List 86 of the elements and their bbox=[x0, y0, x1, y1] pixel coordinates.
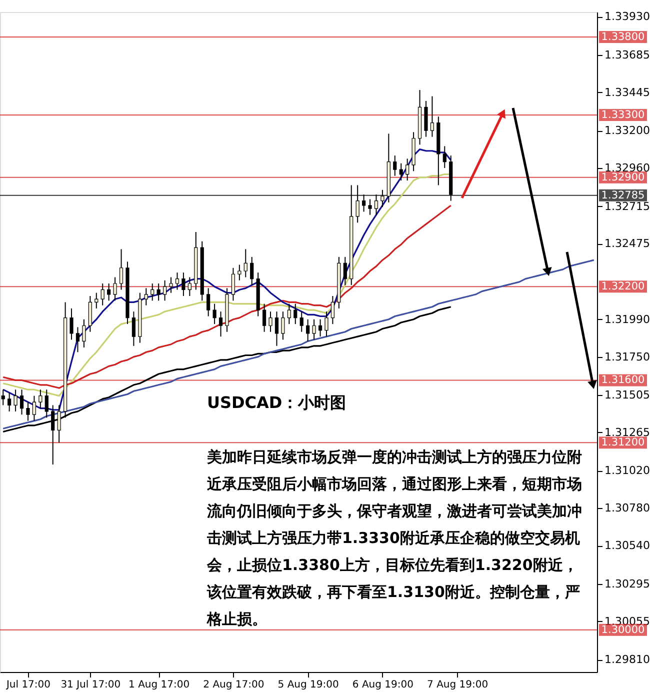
candlestick bbox=[294, 303, 298, 325]
candlestick bbox=[300, 311, 304, 332]
x-tick-label: 6 Aug 19:00 bbox=[352, 680, 414, 690]
candlestick bbox=[20, 389, 24, 416]
ref-line-label: 1.33800 bbox=[601, 30, 645, 43]
x-tick-label: 31 Jul 17:00 bbox=[60, 680, 121, 690]
candlestick bbox=[430, 96, 434, 138]
y-tick-label: 1.31505 bbox=[604, 388, 650, 402]
candlestick bbox=[399, 162, 403, 182]
y-tick-label: 1.31990 bbox=[604, 312, 650, 326]
candlestick bbox=[32, 395, 36, 422]
y-tick-label: 1.31265 bbox=[604, 426, 650, 439]
annotation: USDCAD：小时图 bbox=[207, 393, 346, 412]
candlestick bbox=[44, 389, 48, 418]
candlestick bbox=[324, 311, 328, 338]
candlestick bbox=[119, 248, 124, 290]
x-tick-label: 1 Aug 17:00 bbox=[128, 680, 190, 690]
candlestick bbox=[8, 392, 12, 412]
x-tick-label: 7 Aug 19:00 bbox=[427, 680, 488, 690]
candlestick bbox=[312, 318, 316, 340]
candlestick bbox=[268, 311, 272, 332]
y-tick-label: 1.32475 bbox=[604, 237, 650, 250]
candlestick bbox=[162, 280, 167, 302]
candlestick bbox=[82, 318, 86, 348]
candlestick bbox=[88, 295, 92, 332]
candlestick bbox=[182, 272, 186, 296]
candlestick bbox=[281, 311, 285, 340]
y-tick-label: 1.33930 bbox=[604, 10, 650, 24]
y-tick-label: 1.31020 bbox=[604, 464, 650, 478]
y-tick-label: 1.31750 bbox=[604, 350, 650, 364]
candlestick bbox=[132, 311, 136, 346]
candlestick bbox=[107, 282, 111, 302]
candlestick bbox=[38, 389, 42, 409]
ref-line-label: 1.32200 bbox=[601, 280, 645, 293]
y-tick-label: 1.30295 bbox=[604, 577, 650, 590]
y-tick-label: 1.30780 bbox=[604, 502, 650, 515]
x-tick-label: 2 Aug 17:00 bbox=[203, 680, 264, 690]
candlestick bbox=[287, 303, 291, 325]
candlestick bbox=[442, 146, 446, 169]
candlestick bbox=[218, 311, 223, 338]
candlestick bbox=[70, 308, 74, 340]
candlestick bbox=[262, 303, 266, 332]
candlestick bbox=[424, 100, 428, 138]
candlestick bbox=[330, 295, 335, 325]
x-tick-label: 5 Aug 19:00 bbox=[278, 680, 339, 690]
candlestick bbox=[306, 318, 310, 342]
candlestick bbox=[175, 272, 180, 290]
ref-line-label: 1.31200 bbox=[601, 436, 645, 449]
candlestick bbox=[206, 288, 210, 317]
candlestick bbox=[393, 155, 397, 176]
candlestick bbox=[150, 282, 154, 302]
candlestick bbox=[318, 318, 322, 338]
y-tick-label: 1.32715 bbox=[604, 200, 650, 213]
line-series bbox=[2, 306, 452, 433]
candlestick bbox=[94, 292, 98, 309]
candlestick bbox=[274, 311, 279, 346]
candlestick bbox=[14, 389, 18, 412]
y-tick-label: 1.30540 bbox=[604, 539, 650, 552]
candlestick bbox=[26, 402, 30, 422]
candlestick bbox=[368, 198, 372, 216]
candlestick bbox=[406, 158, 410, 182]
annotation: 美加昨日延续市场反弹一度的冲击测试上方的强压力位附近承压受阻后小幅市场回落，通过图形上来看，短期市场流向仍旧倾向于多头，保守者观望，激进者可尝试美加冲击测试上方强压力带1.3330附近承压企稳的做空交易机会，止损位1.3380上方，目标位先看到1.3220附近，该位置有效跌破，再下看至1.3130附近。控制仓量，严格止损。 bbox=[206, 448, 582, 628]
candlestick bbox=[76, 326, 80, 353]
ref-line-label: 1.32900 bbox=[601, 171, 645, 184]
candlestick bbox=[231, 267, 236, 302]
ref-line-label: 1.31600 bbox=[601, 374, 645, 386]
candlestick bbox=[144, 288, 148, 306]
ref-line-label: 1.33300 bbox=[601, 108, 645, 121]
y-tick-label: 1.33200 bbox=[604, 124, 650, 138]
candlestick bbox=[113, 276, 117, 302]
candlestick bbox=[250, 256, 254, 286]
y-tick-label: 1.33445 bbox=[604, 86, 650, 99]
candlestick bbox=[156, 282, 160, 302]
candlestick bbox=[343, 256, 347, 286]
candlestick bbox=[188, 276, 192, 296]
line-series bbox=[2, 259, 595, 430]
candlestick bbox=[1, 389, 5, 406]
y-tick-label: 1.29810 bbox=[604, 653, 650, 666]
candlestick bbox=[244, 248, 248, 278]
candlestick bbox=[169, 276, 173, 294]
y-tick-label: 1.33685 bbox=[604, 48, 650, 62]
candlestick bbox=[238, 264, 242, 281]
candlestick bbox=[212, 303, 216, 325]
candlestick bbox=[100, 282, 104, 306]
ref-line-label: 1.32785 bbox=[601, 189, 645, 202]
x-tick-label: Jul 17:00 bbox=[5, 680, 51, 690]
